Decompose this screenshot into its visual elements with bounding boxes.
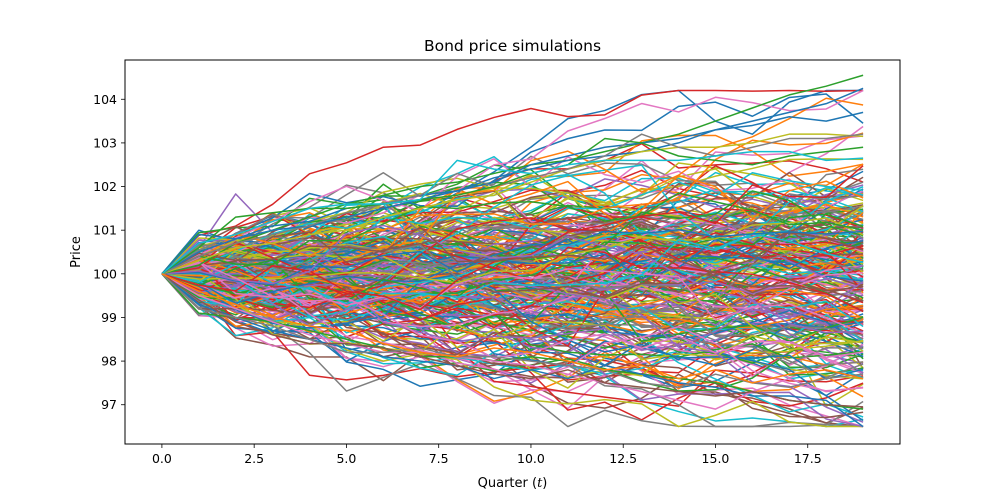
simulation-line — [161, 93, 864, 275]
simulation-line — [161, 265, 864, 351]
x-tick-label: 5.0 — [336, 451, 356, 466]
simulation-line — [161, 224, 864, 334]
simulation-line — [161, 150, 864, 275]
simulation-line — [161, 89, 864, 275]
simulation-line — [161, 241, 864, 340]
x-tick-label: 7.5 — [429, 451, 449, 466]
simulation-line — [161, 273, 864, 384]
x-tick-label: 10.0 — [517, 451, 545, 466]
simulation-line — [161, 172, 864, 275]
simulation-line — [161, 199, 864, 275]
x-tick-label: 0.0 — [152, 451, 172, 466]
simulation-line — [161, 261, 864, 359]
y-tick-label: 102 — [93, 179, 117, 194]
x-tick-label: 17.5 — [794, 451, 822, 466]
x-axis-label-main: Quarter ( — [478, 476, 537, 491]
simulation-line — [161, 235, 864, 365]
x-tick-label: 2.5 — [244, 451, 264, 466]
simulation-line — [161, 190, 864, 281]
simulation-line — [161, 238, 864, 305]
x-tick-label: 15.0 — [702, 451, 730, 466]
simulation-line — [161, 217, 864, 284]
simulation-line — [161, 74, 864, 275]
y-tick-label: 100 — [93, 266, 117, 281]
plot-frame — [124, 59, 901, 445]
y-tick-label: 103 — [93, 135, 117, 150]
simulation-line — [161, 231, 864, 299]
simulation-line — [161, 233, 864, 305]
y-tick-label: 99 — [101, 310, 117, 325]
simulation-line — [161, 273, 864, 410]
simulation-line — [161, 230, 864, 298]
simulation-line — [161, 273, 864, 359]
y-axis-label: Price — [69, 236, 84, 268]
simulation-line — [161, 133, 864, 275]
y-tick-label: 104 — [93, 92, 117, 107]
simulation-line — [161, 213, 864, 306]
simulation-line — [161, 244, 864, 337]
simulation-line — [161, 242, 864, 290]
simulation-line — [161, 261, 864, 335]
simulation-line — [161, 111, 864, 275]
x-axis-label-close: ) — [542, 476, 547, 491]
simulation-line — [161, 253, 864, 329]
simulation-line — [161, 240, 864, 374]
simulation-line — [161, 97, 864, 280]
simulation-line — [161, 206, 864, 275]
simulation-line — [161, 133, 864, 275]
chart-title: Bond price simulations — [424, 37, 601, 55]
simulation-line — [161, 173, 864, 275]
x-axis-label: Quarter (t) — [478, 476, 548, 491]
x-axis-label-var: t — [537, 476, 543, 491]
simulation-line — [161, 256, 864, 364]
simulation-line — [161, 137, 864, 275]
simulation-line — [161, 192, 864, 275]
y-axis-ticks: 97 98 99 100 101 102 103 104 — [93, 92, 125, 412]
simulation-line — [161, 273, 864, 343]
simulation-line — [161, 273, 864, 368]
y-tick-label: 97 — [101, 397, 117, 412]
series-lines — [161, 74, 864, 428]
simulation-line — [161, 226, 864, 302]
y-tick-label: 101 — [93, 223, 117, 238]
simulation-line — [161, 237, 864, 422]
simulation-line — [161, 273, 864, 408]
y-tick-label: 98 — [101, 354, 117, 369]
simulation-line — [161, 165, 864, 311]
x-axis-ticks: 0.0 2.5 5.0 7.5 10.0 12.5 15.0 17.5 — [152, 444, 822, 466]
x-tick-label: 12.5 — [609, 451, 637, 466]
